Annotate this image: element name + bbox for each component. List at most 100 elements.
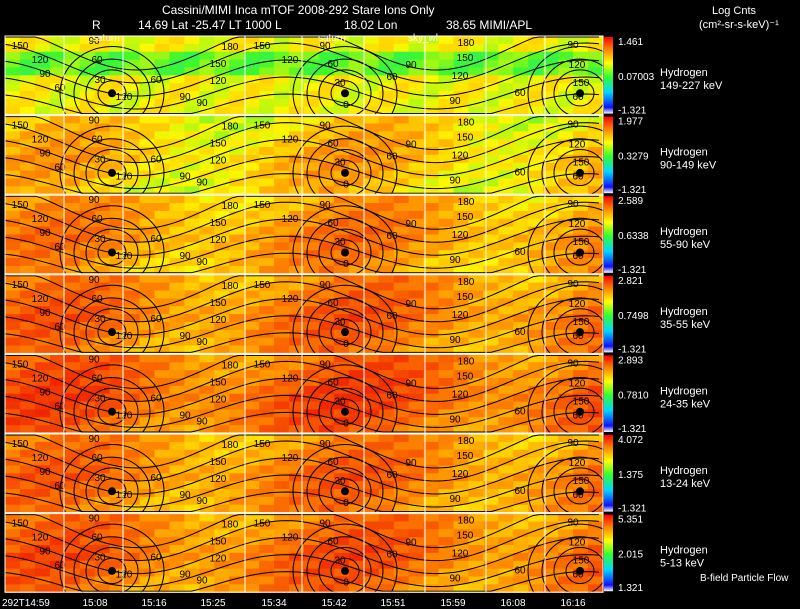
contour-label: 60 xyxy=(572,490,584,501)
panel-texture xyxy=(5,434,603,513)
frame-label-saturn: saturn xyxy=(318,33,346,44)
contour-ring xyxy=(306,536,384,606)
contour-label: 150 xyxy=(254,200,271,211)
contour-label: 120 xyxy=(569,219,586,230)
panel-species-label: Hydrogen xyxy=(660,67,708,79)
frame-label-sky: sky_wl xyxy=(408,33,438,44)
x-tick-label: 16:08 xyxy=(500,598,525,609)
contour-label: 120 xyxy=(32,135,49,146)
panel-texture xyxy=(5,36,603,115)
x-tick-label: 15:25 xyxy=(200,598,225,609)
contour-label: 90 xyxy=(449,574,461,585)
contour-label: 120 xyxy=(116,172,133,183)
contour-label: 150 xyxy=(573,78,590,89)
footer-note: B-field Particle Flow xyxy=(700,573,789,584)
panel-border xyxy=(4,194,604,275)
field-direction-marker xyxy=(108,89,116,98)
contour-ring xyxy=(330,80,360,107)
contour-label: 90 xyxy=(179,331,191,342)
contour-label: 0 xyxy=(343,498,349,509)
contour-label: 90 xyxy=(88,116,100,127)
contour-label: 90 xyxy=(179,570,191,581)
contour-label: 90 xyxy=(567,438,579,449)
contour-label: 90 xyxy=(405,219,417,230)
panel-energy-label: 5-13 keV xyxy=(660,558,705,570)
contour-ring xyxy=(565,557,595,585)
contour-label: 30 xyxy=(334,158,346,169)
colorbar-min-label: -1.321 xyxy=(618,424,647,435)
field-direction-marker xyxy=(576,487,584,496)
field-direction-marker xyxy=(341,328,349,337)
contour-label: 90 xyxy=(449,176,461,187)
contour-label: 150 xyxy=(210,59,227,70)
contour-label: 150 xyxy=(254,359,271,370)
contour-label: 120 xyxy=(32,214,49,225)
contour-label: 150 xyxy=(573,158,590,169)
contour-label: 150 xyxy=(254,41,271,52)
contour-label: 120 xyxy=(282,135,299,146)
contour-label: 30 xyxy=(94,553,106,564)
contour-label: 90 xyxy=(196,576,208,587)
contour-label: 150 xyxy=(12,519,29,530)
contour-label: 90 xyxy=(567,279,579,290)
contour-label: 180 xyxy=(458,516,475,527)
contour-label: 150 xyxy=(12,121,29,132)
contour-ring xyxy=(97,80,127,107)
panel-species-label: Hydrogen xyxy=(660,385,708,397)
contour-label: 0 xyxy=(343,259,349,270)
contour-label: 90 xyxy=(567,518,579,529)
colorbar-min-label: -1.321 xyxy=(618,344,647,355)
contour-label: 120 xyxy=(569,458,586,469)
contour-label: 60 xyxy=(386,231,398,242)
header-mimi: 38.65 MIMI/APL xyxy=(446,18,533,32)
contour-label: 60 xyxy=(91,294,103,305)
contour-label: 90 xyxy=(88,354,100,365)
field-direction-marker xyxy=(576,248,584,257)
contour-label: 120 xyxy=(282,453,299,464)
colorbar-max-label: 1.461 xyxy=(618,37,643,48)
contour-label: 180 xyxy=(458,436,475,447)
contour-label: 150 xyxy=(210,537,227,548)
contour-label: 150 xyxy=(573,237,590,248)
contour-label: 30 xyxy=(334,396,346,407)
contour-label: 150 xyxy=(210,218,227,229)
contour-label: 60 xyxy=(91,533,103,544)
contour-label: 120 xyxy=(452,549,469,560)
colorbar-max-label: 1.977 xyxy=(618,117,643,128)
contour-ring xyxy=(97,557,127,585)
contour-label: 60 xyxy=(572,251,584,262)
contour-label: 150 xyxy=(457,292,474,303)
contour-label: 90 xyxy=(449,255,461,266)
colorbar-mid-label: 1.375 xyxy=(618,470,643,481)
contour-label: 60 xyxy=(327,537,339,548)
contour-label: 0 xyxy=(343,578,349,589)
panel-species-label: Hydrogen xyxy=(660,465,708,477)
header-r: R xyxy=(92,18,101,32)
contour-label: 120 xyxy=(210,235,227,246)
contour-label: 90 xyxy=(39,69,51,80)
contour-label: 60 xyxy=(327,218,339,229)
panel-3: 1501209060906030120609018015012090150120… xyxy=(4,274,633,380)
contour-label: 120 xyxy=(32,373,49,384)
colorbar-min-label: -1.321 xyxy=(618,265,647,276)
panel-species-label: Hydrogen xyxy=(660,306,708,318)
panel-energy-label: 24-35 keV xyxy=(660,398,711,410)
contour-label: 60 xyxy=(514,327,526,338)
colorbar-strip xyxy=(604,435,613,512)
contour-label: 90 xyxy=(567,120,579,131)
contour-label: 60 xyxy=(386,311,398,322)
field-direction-marker xyxy=(341,168,349,177)
contour-ring xyxy=(292,523,398,609)
contour-label: 60 xyxy=(150,234,162,245)
panel-texture xyxy=(5,115,603,195)
contour-label: 60 xyxy=(150,314,162,325)
colorbar-max-label: 4.072 xyxy=(618,435,643,446)
contour-ring xyxy=(73,536,151,606)
contour-label: 180 xyxy=(222,201,239,212)
contour-ring xyxy=(527,523,633,609)
contour-label: 60 xyxy=(150,155,162,166)
field-direction-marker xyxy=(108,487,116,496)
panel-species-label: Hydrogen xyxy=(660,226,708,238)
contour-label: 60 xyxy=(386,72,398,83)
